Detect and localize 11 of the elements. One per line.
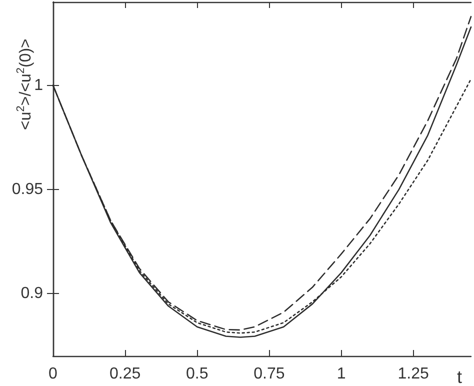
y-axis-title: <u2>/<u2(0)> <box>15 38 34 130</box>
x-tick-label: 0.75 <box>254 366 285 382</box>
y-tick-label: 0.9 <box>20 285 44 302</box>
x-tick-label: 1 <box>336 366 346 382</box>
x-tick-label: 0 <box>48 366 58 382</box>
y-tick-label: 1 <box>34 76 44 94</box>
x-tick-label: 0.5 <box>186 366 208 382</box>
x-tick-label: 0.25 <box>110 366 141 382</box>
x-tick-label: 1.25 <box>398 366 430 382</box>
x-axis-title: t <box>457 367 462 386</box>
y-tick-label: 0.95 <box>12 180 44 198</box>
